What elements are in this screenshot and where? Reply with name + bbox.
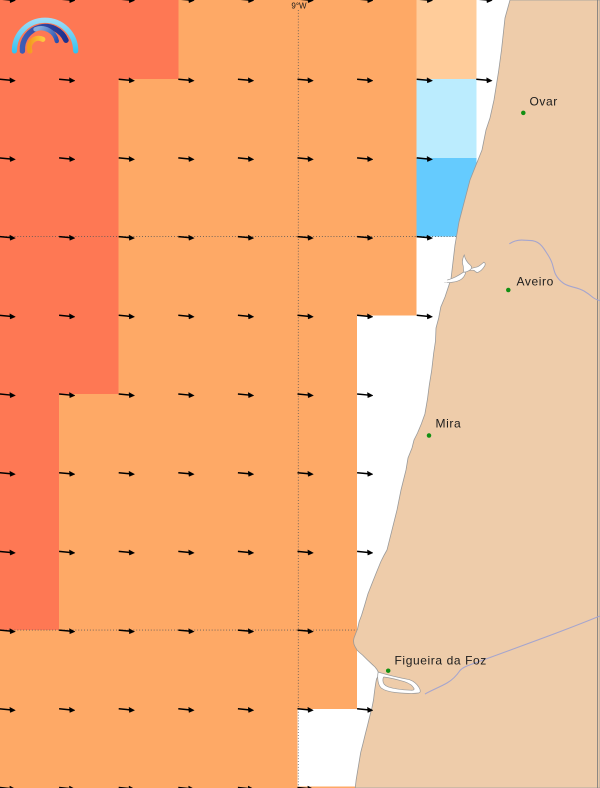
svg-text:Ovar: Ovar bbox=[530, 95, 558, 109]
svg-text:9°W: 9°W bbox=[291, 2, 307, 11]
svg-text:Aveiro: Aveiro bbox=[517, 275, 554, 289]
svg-text:Figueira da Foz: Figueira da Foz bbox=[395, 653, 487, 667]
svg-text:Mira: Mira bbox=[436, 417, 462, 431]
